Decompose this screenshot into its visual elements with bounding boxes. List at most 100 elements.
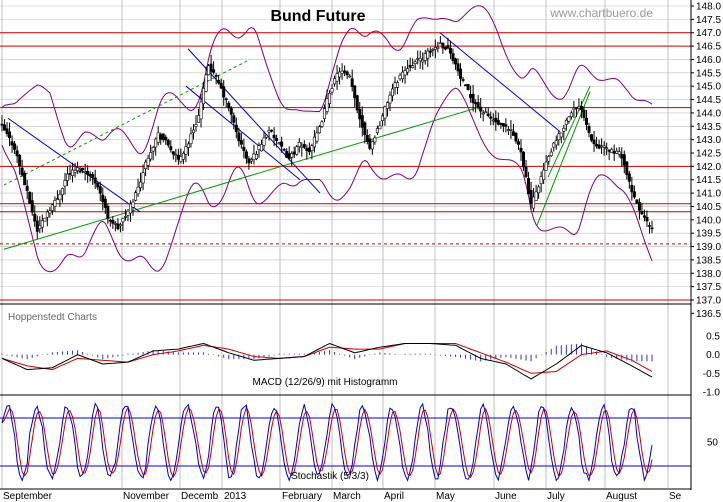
month-label: November (123, 491, 170, 502)
stochastic-levels (0, 417, 691, 467)
price-tick-label: 142.5 (696, 149, 721, 160)
month-label: February (282, 491, 322, 502)
price-bar-body (645, 216, 649, 222)
price-bar-body (597, 144, 601, 149)
price-bar-body (423, 53, 427, 61)
price-bar-body (577, 106, 581, 109)
price-bar-body (554, 140, 558, 146)
price-bar-body (259, 144, 263, 152)
price-bar-body (81, 167, 85, 170)
price-bar-body (96, 182, 100, 188)
price-bar-body (35, 220, 39, 232)
price-bar-body (38, 225, 42, 230)
price-bar-body (567, 116, 571, 122)
price-bar-body (549, 151, 553, 157)
price-bar-body (406, 68, 410, 73)
price-bar-body (378, 125, 382, 130)
price-bar-body (630, 185, 634, 193)
price-bar-body (544, 161, 548, 171)
price-bar-body (272, 134, 276, 139)
price-bar-body (5, 128, 9, 135)
price-bar-body (297, 142, 301, 147)
price-bar-body (15, 150, 19, 157)
price-tick-label: 139.5 (696, 229, 721, 240)
macd-line (1, 342, 653, 380)
price-bar-body (446, 45, 450, 49)
price-bar-body (516, 141, 520, 145)
price-bar-body (88, 173, 92, 176)
price-bar-body (625, 161, 629, 175)
stochastic-axis: 50 (707, 438, 719, 449)
price-bar-body (569, 112, 573, 118)
price-bar-body (63, 180, 67, 187)
price-bar-body (418, 58, 422, 62)
price-bar-body (123, 216, 127, 218)
price-bar-body (219, 82, 223, 89)
price-bar-body (103, 198, 107, 208)
price-bar-body (605, 147, 609, 150)
price-bar-body (176, 154, 180, 160)
price-bar-body (66, 173, 70, 181)
price-bar-body (484, 111, 488, 114)
price-bar-body (108, 219, 112, 222)
price-bar-body (116, 223, 120, 230)
price-bar-body (388, 94, 392, 104)
price-tick-label: 144.5 (696, 95, 721, 106)
watermark: www.chartbuero.de (549, 6, 653, 20)
price-bar-body (416, 58, 420, 60)
price-bar-body (159, 134, 163, 140)
price-bar-body (113, 223, 117, 225)
price-bar-body (328, 93, 332, 105)
price-bar-body (68, 173, 72, 175)
price-bar-body (237, 132, 241, 142)
price-bar-body (302, 144, 306, 148)
price-bar-body (640, 210, 644, 215)
price-bar-body (227, 102, 231, 109)
price-bar-body (489, 116, 493, 119)
price-bar-body (53, 200, 57, 207)
price-bar-body (587, 126, 591, 133)
price-bar-body (244, 151, 248, 159)
price-bar-body (179, 156, 183, 163)
price-bar-body (184, 146, 188, 155)
price-tick-label: 144.0 (696, 108, 721, 119)
price-bar-body (212, 69, 216, 73)
price-bar-body (322, 108, 326, 119)
price-bar-body (197, 115, 201, 123)
price-bar-body (438, 42, 442, 45)
month-label: September (3, 491, 53, 502)
price-bar-body (290, 153, 294, 158)
price-bar-body (368, 138, 372, 149)
price-bar-body (214, 75, 218, 77)
macd-lines (1, 342, 653, 380)
macd-histogram (1, 343, 653, 362)
price-tick-label: 143.0 (696, 135, 721, 146)
price-bar-body (451, 53, 455, 61)
price-bar-body (48, 210, 52, 214)
price-bar-body (43, 217, 47, 222)
price-bar-body (91, 174, 95, 178)
price-tick-label: 137.0 (696, 296, 721, 307)
macd-tick-label: -0.5 (703, 369, 721, 380)
price-bar-body (453, 58, 457, 65)
price-bar-body (413, 61, 417, 64)
price-bar-body (358, 108, 362, 120)
price-bar-body (106, 205, 110, 219)
price-bar-body (295, 146, 299, 155)
price-bar-body (287, 153, 291, 159)
price-bar-body (277, 142, 281, 144)
price-bar-body (249, 159, 253, 162)
price-bar-body (40, 220, 44, 228)
price-bar-body (262, 137, 266, 146)
price-bar-body (363, 122, 367, 136)
price-bar-body (254, 154, 258, 160)
price-bar-body (340, 70, 344, 74)
price-bar-body (257, 145, 261, 151)
price-bar-body (149, 152, 153, 160)
price-bar-body (393, 82, 397, 88)
green-channel-upper (547, 85, 591, 178)
price-bar-body (83, 171, 87, 174)
blue-downtrend-line-4 (439, 32, 561, 133)
price-bar-body (396, 82, 400, 88)
